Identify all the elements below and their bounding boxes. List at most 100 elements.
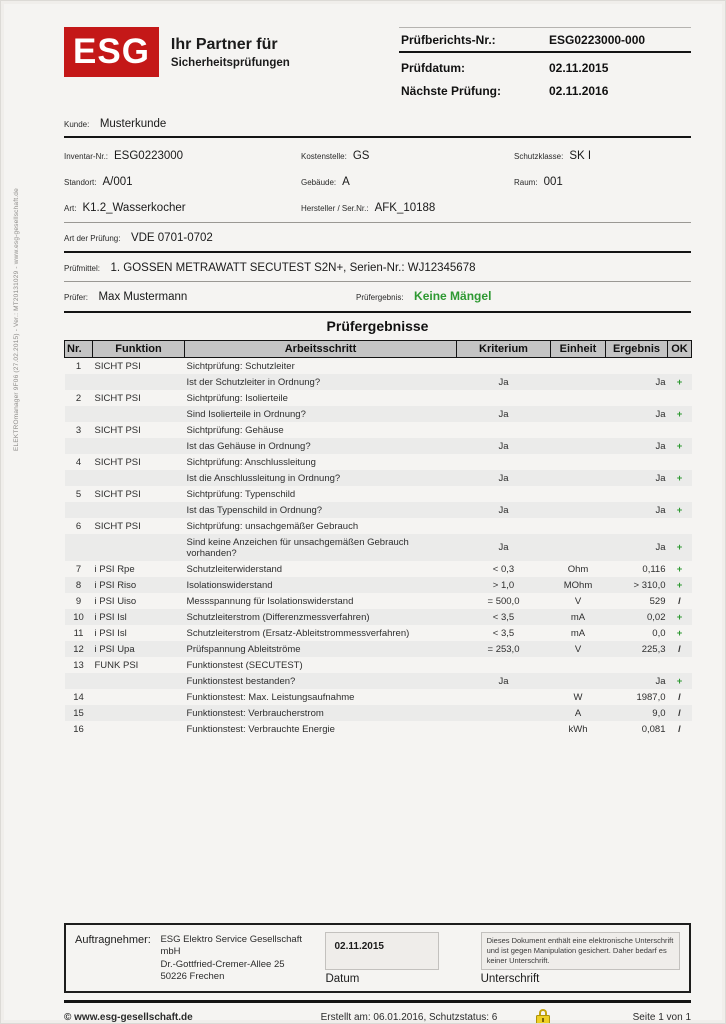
cell-ok: / xyxy=(678,691,681,703)
cell-kriterium: > 1,0 xyxy=(492,579,515,591)
table-row: 1 SICHT PSI Sichtprüfung: Schutzleiter xyxy=(65,358,692,375)
table-row: 8 i PSI Riso Isolationswiderstand > 1,0 … xyxy=(64,577,692,593)
cell-nr xyxy=(65,534,93,561)
cell-ok xyxy=(668,390,692,406)
cell-kriterium: Ja xyxy=(498,376,509,388)
cell-einheit: V xyxy=(574,643,582,655)
cell-nr xyxy=(65,673,93,689)
contractor-address: ESG Elektro Service Gesellschaft mbH Dr.… xyxy=(160,932,315,985)
cell-funktion xyxy=(93,534,185,561)
table-row: 3 SICHT PSI Sichtprüfung: Gehäuse xyxy=(65,422,692,438)
esg-logo-mark: ESG xyxy=(64,27,159,77)
table-row: 14 Funktionstest: Max. Leistungsaufnahme… xyxy=(65,689,692,705)
cell-arbeitsschritt: Sichtprüfung: unsachgemäßer Gebrauch xyxy=(186,520,359,532)
results-table: Nr. Funktion Arbeitsschritt Kriterium Ei… xyxy=(64,340,692,737)
footer-page-number: Seite 1 von 1 xyxy=(632,1011,691,1023)
table-row: Ist der Schutzleiter in Ordnung? Ja Ja + xyxy=(64,374,692,390)
report-number-row: Prüfberichts-Nr.: ESG0223000-000 xyxy=(399,28,691,51)
cell-kriterium xyxy=(457,518,551,534)
test-date-row: Prüfdatum: 02.11.2015 xyxy=(399,56,691,79)
cell-kriterium xyxy=(457,358,551,375)
cell-ergebnis: Ja xyxy=(655,440,666,452)
cell-einheit xyxy=(551,406,606,422)
col-ergebnis: Ergebnis xyxy=(605,340,668,358)
cell-ok: + xyxy=(676,408,683,420)
cell-ok: + xyxy=(676,504,683,516)
table-row: 12 i PSI Upa Prüfspannung Ableitströme =… xyxy=(64,641,692,657)
cell-ergebnis: 0,116 xyxy=(642,563,666,575)
cell-kriterium xyxy=(457,486,551,502)
cell-funktion: SICHT PSI xyxy=(94,424,141,436)
cell-nr: 5 xyxy=(75,488,82,500)
tester-row: Prüfer: Max Mustermann Prüfergebnis: Kei… xyxy=(64,282,691,311)
result-label: Prüfergebnis: xyxy=(356,293,404,302)
cell-kriterium xyxy=(457,705,551,721)
cell-nr: 10 xyxy=(73,611,84,623)
electronic-signature-note: Dieses Dokument enthält eine elektronisc… xyxy=(486,936,674,966)
cell-nr: 14 xyxy=(73,691,84,703)
contractor-address-line1: ESG Elektro Service Gesellschaft mbH xyxy=(160,934,302,958)
report-meta: Prüfberichts-Nr.: ESG0223000-000 Prüfdat… xyxy=(399,27,691,102)
type-field: Art: K1.2_Wasserkocher xyxy=(64,202,186,214)
logo-tagline-1: Ihr Partner für xyxy=(170,36,278,53)
logo-tagline-2: Sicherheitsprüfungen xyxy=(170,57,290,69)
contractor-label: Auftragnehmer: xyxy=(75,934,151,946)
table-row: Ist die Anschlussleitung in Ordnung? Ja … xyxy=(64,470,692,486)
table-row: 6 SICHT PSI Sichtprüfung: unsachgemäßer … xyxy=(65,518,692,534)
cell-arbeitsschritt: Sind keine Anzeichen für unsachgemäßen G… xyxy=(186,536,409,559)
cell-arbeitsschritt: Sichtprüfung: Anschlussleitung xyxy=(186,456,316,468)
protection-class-field: Schutzklasse: SK I xyxy=(514,150,592,162)
cell-einheit: A xyxy=(574,707,582,719)
cell-kriterium: < 3,5 xyxy=(492,611,515,623)
cell-ok xyxy=(668,358,692,375)
cell-kriterium: Ja xyxy=(498,408,509,420)
empty-field xyxy=(514,198,691,216)
cell-kriterium xyxy=(457,721,551,737)
results-table-header: Nr. Funktion Arbeitsschritt Kriterium Ei… xyxy=(64,340,692,358)
cell-ergebnis: 9,0 xyxy=(652,707,666,719)
cell-ergebnis: 225,3 xyxy=(641,643,666,655)
table-row: Sind keine Anzeichen für unsachgemäßen G… xyxy=(64,534,692,561)
cell-ok: + xyxy=(676,376,683,388)
table-row: Ist das Gehäuse in Ordnung? Ja Ja + xyxy=(64,438,692,454)
cell-ok xyxy=(668,422,692,438)
table-row: 2 SICHT PSI Sichtprüfung: Isolierteile xyxy=(65,390,692,406)
table-row: 15 Funktionstest: Verbraucherstrom A 9,0… xyxy=(64,705,692,721)
table-row: 10 i PSI Isl Schutzleiterstrom (Differen… xyxy=(64,609,692,625)
signature-date-value: 02.11.2015 xyxy=(334,941,384,952)
cell-kriterium: Ja xyxy=(498,675,509,687)
test-equipment-value: 1. GOSSEN METRAWATT SECUTEST S2N+, Serie… xyxy=(110,262,476,274)
cell-funktion: i PSI Uiso xyxy=(94,595,137,607)
cell-ergebnis: Ja xyxy=(655,504,666,516)
cell-arbeitsschritt: Funktionstest: Verbrauchte Energie xyxy=(186,723,335,735)
cell-arbeitsschritt: Funktionstest: Max. Leistungsaufnahme xyxy=(186,691,355,703)
cell-nr xyxy=(65,374,93,390)
cell-nr: 11 xyxy=(73,627,84,639)
table-row: 13 FUNK PSI Funktionstest (SECUTEST) xyxy=(65,657,692,673)
test-date-value: 02.11.2015 xyxy=(549,61,609,75)
cell-ergebnis: > 310,0 xyxy=(633,579,666,591)
cell-einheit xyxy=(551,390,606,406)
cell-ok: / xyxy=(678,595,681,607)
table-row: 11 i PSI Isl Schutzleiterstrom (Ersatz-A… xyxy=(65,625,692,641)
cell-arbeitsschritt: Sichtprüfung: Isolierteile xyxy=(186,392,288,404)
cell-einheit xyxy=(551,657,606,673)
cell-arbeitsschritt: Sichtprüfung: Schutzleiter xyxy=(186,360,295,372)
cell-einheit: mA xyxy=(570,611,586,623)
cell-arbeitsschritt: Schutzleiterstrom (Differenzmessverfahre… xyxy=(186,611,370,623)
col-einheit: Einheit xyxy=(550,340,606,358)
cell-kriterium xyxy=(457,390,551,406)
cell-arbeitsschritt: Ist die Anschlussleitung in Ordnung? xyxy=(186,472,341,484)
cell-kriterium xyxy=(457,454,551,470)
cell-einheit: Ohm xyxy=(567,563,589,575)
test-date-label: Prüfdatum: xyxy=(401,61,465,75)
cell-nr xyxy=(65,502,93,518)
cell-kriterium: < 3,5 xyxy=(492,627,515,639)
cell-einheit: MOhm xyxy=(563,579,593,591)
tester-label: Prüfer: xyxy=(64,293,89,302)
cell-ergebnis: 0,0 xyxy=(652,627,666,639)
cell-einheit xyxy=(551,486,606,502)
cell-kriterium: Ja xyxy=(498,542,509,553)
cell-ok: + xyxy=(676,611,683,623)
